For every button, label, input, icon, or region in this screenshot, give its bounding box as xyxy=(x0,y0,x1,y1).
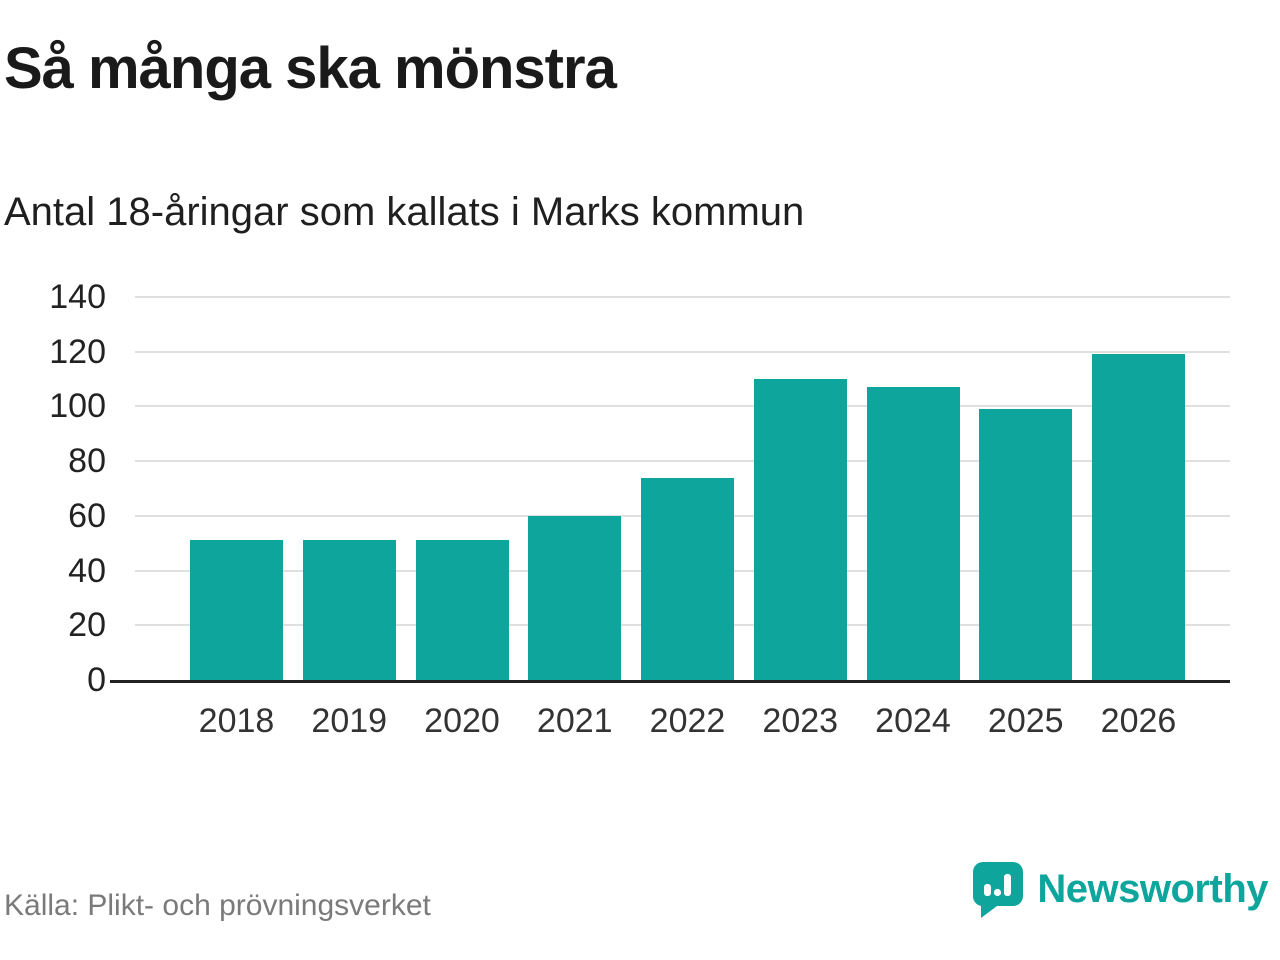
gridline xyxy=(135,350,1230,353)
y-axis-tick-label: 80 xyxy=(68,442,106,481)
bar-2020 xyxy=(415,540,509,680)
y-axis: 0 20 40 60 80 100 120 140 xyxy=(0,278,112,699)
chart-subtitle: Antal 18-åringar som kallats i Marks kom… xyxy=(4,190,805,234)
bar-2021 xyxy=(528,515,622,680)
y-axis-tick-label: 100 xyxy=(49,387,106,426)
bar-chart-pin-icon xyxy=(973,862,1024,918)
x-axis: 2018 2019 2020 2021 2022 2023 2024 2025 2026 xyxy=(190,698,1185,744)
y-axis-tick-label: 40 xyxy=(68,551,106,590)
x-axis-tick-label: 2020 xyxy=(424,702,500,740)
y-axis-tick-label: 0 xyxy=(87,661,106,699)
x-axis-tick-label: 2022 xyxy=(649,702,726,740)
chart-title: Så många ska mönstra xyxy=(4,36,617,101)
plot-area xyxy=(110,296,1230,683)
x-axis-tick-label: 2018 xyxy=(198,702,275,740)
bar-2025 xyxy=(979,409,1073,680)
bar-2022 xyxy=(641,477,734,680)
bar-2019 xyxy=(302,540,396,680)
y-axis-tick-label: 140 xyxy=(49,278,106,316)
x-axis-tick-label: 2026 xyxy=(1100,702,1177,740)
bar-series xyxy=(190,297,1185,680)
y-axis-tick-label: 120 xyxy=(49,332,106,371)
source-note: Källa: Plikt- och prövningsverket xyxy=(4,889,431,922)
bar-2023 xyxy=(753,379,847,680)
x-axis-tick-label: 2019 xyxy=(311,702,388,740)
x-axis-tick-label: 2023 xyxy=(762,702,839,740)
gridline xyxy=(135,296,1230,298)
newsworthy-logo: Newsworthy xyxy=(971,860,1268,918)
x-axis-tick-label: 2025 xyxy=(987,702,1064,740)
y-axis-tick-label: 20 xyxy=(68,606,106,645)
bar-2024 xyxy=(866,387,960,680)
gridline xyxy=(135,405,1230,408)
gridline xyxy=(135,460,1230,463)
y-axis-tick-label: 60 xyxy=(68,496,106,535)
bar-2026 xyxy=(1092,354,1185,680)
newsworthy-wordmark: Newsworthy xyxy=(1037,866,1268,911)
x-axis-tick-label: 2024 xyxy=(875,702,951,740)
x-axis-tick-label: 2021 xyxy=(536,702,613,740)
bar-2018 xyxy=(190,540,283,680)
